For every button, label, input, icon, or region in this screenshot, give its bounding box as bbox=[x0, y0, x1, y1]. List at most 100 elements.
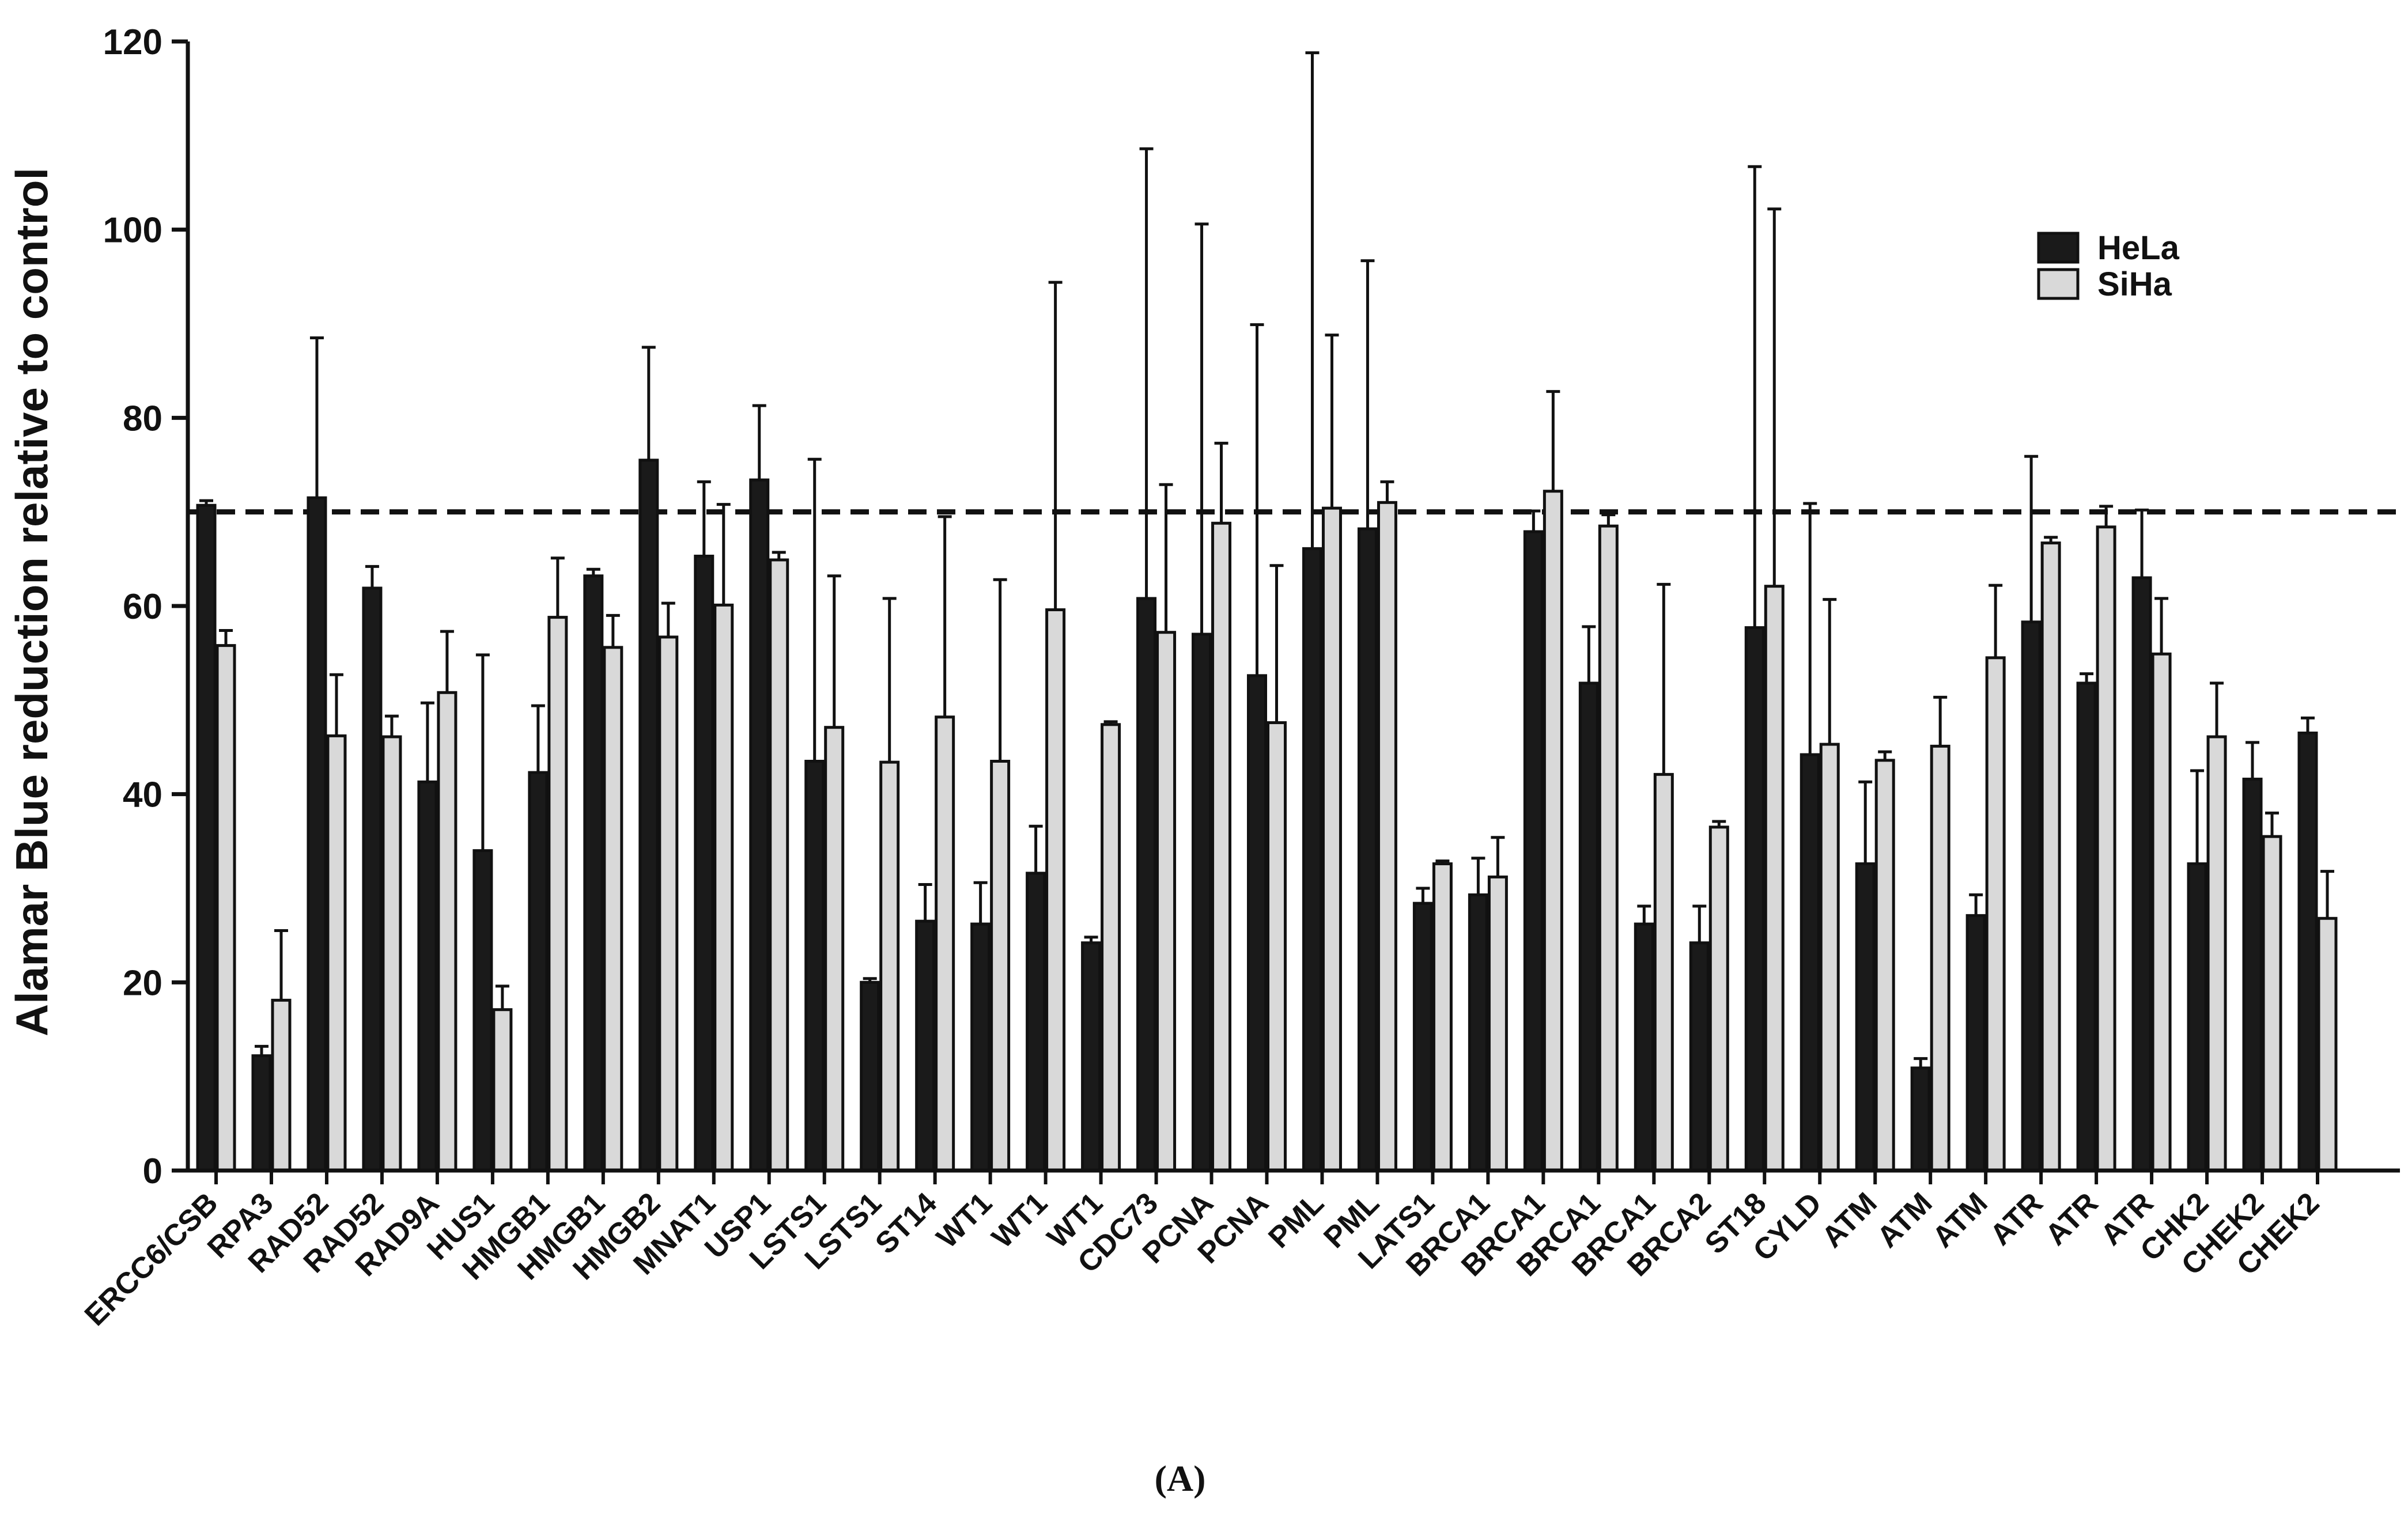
bar-siha bbox=[824, 726, 845, 1172]
bar-hela bbox=[2131, 576, 2152, 1172]
bar-hela bbox=[1247, 674, 1267, 1172]
legend-label-hela: HeLa bbox=[2097, 229, 2180, 267]
x-tick-label: ERCC6/CSB bbox=[78, 1186, 224, 1332]
bar-hela bbox=[1302, 547, 1322, 1172]
bar-hela bbox=[1855, 862, 1876, 1172]
bar-siha bbox=[1543, 490, 1563, 1172]
bar-siha bbox=[1764, 585, 1785, 1172]
bar-siha bbox=[492, 1008, 513, 1172]
bar-siha bbox=[1487, 875, 1508, 1172]
bar-hela bbox=[860, 980, 880, 1172]
bar-hela bbox=[251, 1054, 272, 1172]
x-ticks-layer: ERCC6/CSBRPA3RAD52RAD52RAD9AHUS1HMGB1HMG… bbox=[78, 1171, 2326, 1332]
bar-siha bbox=[935, 715, 955, 1172]
bar-hela bbox=[1468, 893, 1488, 1172]
bar-hela bbox=[583, 574, 604, 1172]
bar-siha bbox=[1101, 723, 1121, 1172]
legend-swatch-hela bbox=[2037, 232, 2080, 264]
bar-hela bbox=[1910, 1066, 1931, 1172]
bar-siha bbox=[603, 646, 623, 1172]
bar-hela bbox=[638, 459, 659, 1172]
bar-hela bbox=[1800, 753, 1820, 1172]
bar-siha bbox=[216, 644, 236, 1172]
bar-hela bbox=[528, 771, 549, 1172]
x-tick-label: WT1 bbox=[985, 1186, 1054, 1255]
bar-hela bbox=[1689, 941, 1710, 1172]
bar-siha bbox=[769, 558, 789, 1172]
bar-hela bbox=[915, 919, 936, 1172]
bar-siha bbox=[1985, 656, 2006, 1172]
bar-siha bbox=[437, 691, 458, 1172]
y-tick-label: 20 bbox=[123, 963, 162, 1003]
bar-hela bbox=[2242, 778, 2263, 1172]
bar-hela bbox=[1523, 530, 1544, 1172]
bar-siha bbox=[1377, 501, 1397, 1172]
bar-hela bbox=[307, 496, 327, 1172]
bars-layer bbox=[196, 459, 2338, 1172]
bar-hela bbox=[472, 849, 493, 1172]
bar-siha bbox=[1156, 631, 1177, 1172]
bar-hela bbox=[362, 586, 383, 1172]
bar-hela bbox=[2297, 732, 2318, 1172]
bar-siha bbox=[1708, 825, 1729, 1172]
bar-siha bbox=[1432, 862, 1453, 1172]
bar-siha bbox=[2317, 916, 2338, 1172]
bar-hela bbox=[804, 760, 825, 1172]
bar-siha bbox=[1598, 524, 1619, 1172]
bar-siha bbox=[326, 734, 347, 1172]
bar-hela bbox=[1192, 632, 1212, 1172]
y-tick-label: 120 bbox=[103, 22, 162, 62]
bar-siha bbox=[547, 616, 568, 1172]
bar-siha bbox=[2262, 835, 2282, 1172]
x-tick-label: ATM bbox=[1816, 1186, 1884, 1254]
bar-siha bbox=[2040, 541, 2061, 1172]
bar-siha bbox=[2151, 652, 2172, 1172]
y-tick-label: 60 bbox=[123, 587, 162, 627]
bar-siha bbox=[879, 760, 900, 1172]
legend-swatch-siha bbox=[2037, 268, 2080, 300]
axes-layer bbox=[186, 41, 2400, 1173]
y-axis-title: Alamar Blue reduction relative to contro… bbox=[6, 168, 57, 1036]
bar-hela bbox=[1634, 922, 1654, 1172]
bar-hela bbox=[1026, 872, 1046, 1172]
x-tick-label: ST14 bbox=[869, 1186, 943, 1260]
bar-hela bbox=[1357, 527, 1378, 1172]
legend: HeLa SiHa bbox=[2037, 229, 2180, 303]
x-tick-label: ATM bbox=[1871, 1186, 1939, 1254]
bar-siha bbox=[1321, 506, 1342, 1172]
x-tick-label: PML bbox=[1262, 1186, 1330, 1255]
x-tick-label: ATR bbox=[2039, 1186, 2105, 1252]
bar-hela bbox=[694, 554, 715, 1172]
bar-siha bbox=[1653, 772, 1674, 1172]
bar-hela bbox=[1965, 914, 1986, 1172]
legend-label-siha: SiHa bbox=[2097, 266, 2172, 303]
x-tick-label: ATM bbox=[1926, 1186, 1994, 1254]
y-tick-label: 40 bbox=[123, 775, 162, 815]
bar-siha bbox=[1211, 521, 1232, 1172]
bar-hela bbox=[1744, 626, 1765, 1172]
bar-siha bbox=[1819, 743, 1840, 1172]
bar-hela bbox=[2021, 620, 2042, 1172]
bar-hela bbox=[970, 922, 991, 1172]
y-tick-label: 80 bbox=[123, 399, 162, 438]
bar-hela bbox=[1136, 597, 1157, 1172]
bar-siha bbox=[1267, 721, 1287, 1172]
bar-hela bbox=[2076, 681, 2097, 1172]
bar-hela bbox=[1081, 941, 1102, 1172]
bar-siha bbox=[713, 603, 734, 1172]
error-bars-layer bbox=[199, 51, 2334, 1068]
y-ticks-layer: 0 20 40 60 80 100 120 bbox=[103, 22, 188, 1191]
bar-siha bbox=[990, 760, 1011, 1172]
bar-hela bbox=[749, 478, 770, 1172]
bar-siha bbox=[381, 735, 402, 1172]
bar-siha bbox=[1874, 759, 1895, 1172]
bar-hela bbox=[1412, 902, 1433, 1172]
y-tick-label: 100 bbox=[103, 211, 162, 251]
bar-siha bbox=[271, 998, 292, 1172]
bar-hela bbox=[196, 503, 217, 1172]
bar-hela bbox=[417, 780, 438, 1172]
x-tick-label: ATR bbox=[1984, 1186, 2050, 1252]
bar-siha bbox=[2206, 735, 2227, 1172]
bar-siha bbox=[1930, 744, 1950, 1172]
